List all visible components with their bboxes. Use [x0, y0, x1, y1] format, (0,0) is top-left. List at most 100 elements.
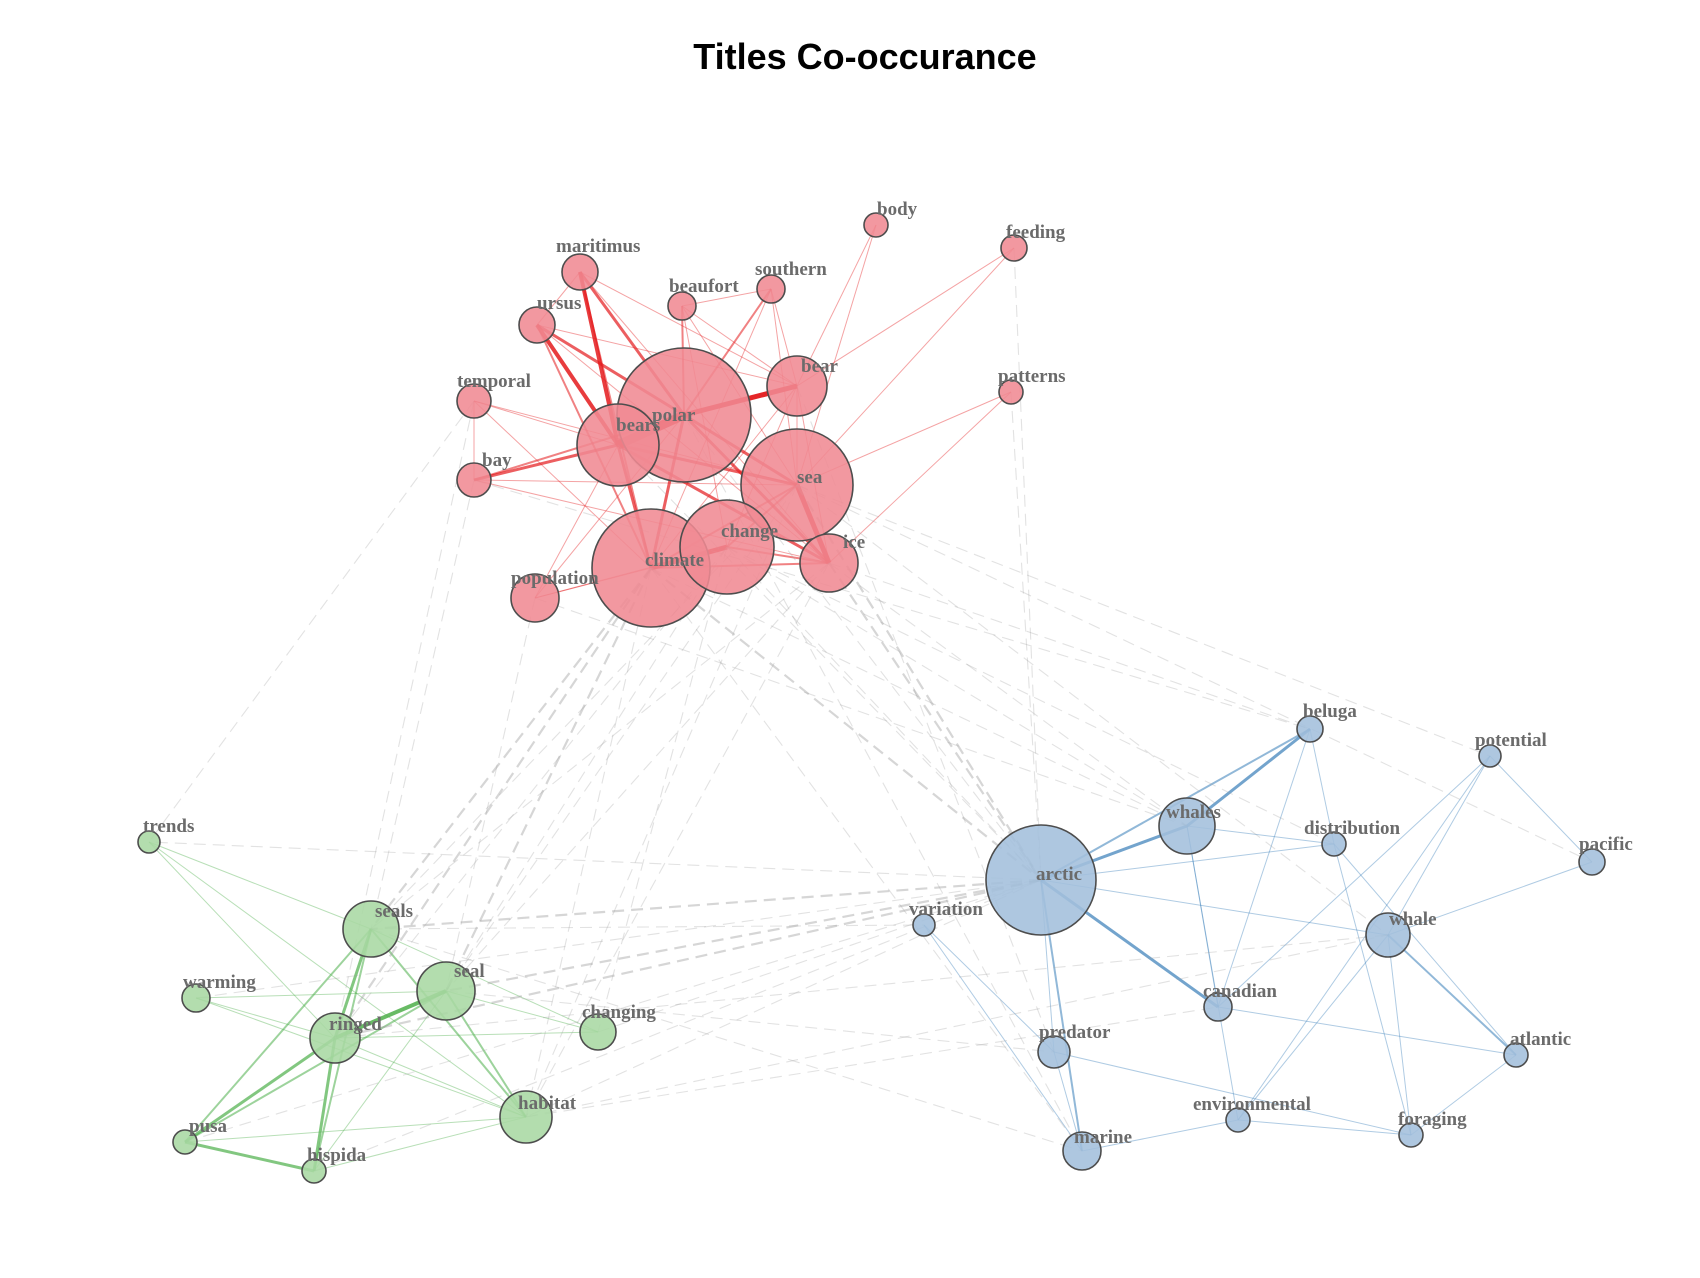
edge-seals-pusa — [184, 928, 372, 1143]
edge-bay-beluga — [473, 479, 1311, 730]
edge-habitat-canadian — [525, 1006, 1219, 1118]
edge-seals-changing — [370, 928, 599, 1033]
node-label-marine: marine — [1074, 1127, 1132, 1148]
edge-potential-pacific — [1489, 755, 1593, 863]
edge-ice-patterns — [828, 391, 1012, 564]
node-beluga — [1296, 715, 1324, 743]
edge-climate-arctic — [650, 567, 1042, 881]
node-bay — [456, 462, 492, 498]
edge-arctic-trends — [148, 841, 1042, 881]
edge-habitat-hispida — [313, 1116, 527, 1172]
edge-sea-potential — [796, 484, 1491, 757]
node-predator — [1037, 1035, 1071, 1069]
edge-potential-canadian — [1217, 755, 1491, 1008]
edge-arctic-seals — [370, 878, 1042, 931]
node-patterns — [998, 379, 1024, 405]
node-label-bears: bears — [616, 415, 660, 436]
edge-ringed-habitat — [334, 1037, 527, 1118]
node-label-atlantic: atlantic — [1510, 1029, 1571, 1050]
node-pusa — [172, 1129, 198, 1155]
edge-variation-predator — [923, 924, 1055, 1053]
edge-warming-habitat — [195, 997, 527, 1118]
node-label-whale: whale — [1389, 909, 1437, 930]
node-ringed — [309, 1012, 361, 1064]
node-label-bay: bay — [482, 450, 512, 471]
node-label-pusa: pusa — [189, 1116, 228, 1137]
node-label-patterns: patterns — [998, 366, 1066, 387]
node-label-variation: variation — [909, 899, 983, 920]
nodes-layer — [137, 212, 1606, 1184]
edge-ringed-pusa — [184, 1036, 336, 1144]
node-canadian — [1203, 992, 1233, 1022]
edge-change-seal — [445, 546, 728, 992]
node-hispida — [301, 1158, 327, 1184]
node-label-temporal: temporal — [457, 371, 531, 392]
node-trends — [137, 830, 161, 854]
edge-ringed-whale — [334, 934, 1389, 1039]
edge-trends-habitat — [148, 841, 527, 1118]
edge-warming-seal — [195, 990, 447, 999]
edge-southern-beaufort — [681, 288, 772, 307]
node-label-beaufort: beaufort — [669, 276, 739, 297]
node-potential — [1478, 744, 1502, 768]
node-label-seals: seals — [375, 901, 413, 922]
edge-marine-environmental — [1081, 1119, 1239, 1152]
edge-seal-predator — [445, 990, 1055, 1053]
node-label-ringed: ringed — [329, 1014, 382, 1035]
edge-change-arctic — [726, 546, 1042, 881]
node-seal — [416, 961, 476, 1021]
node-distribution — [1321, 831, 1347, 857]
node-southern — [756, 274, 786, 304]
edge-climate-whales — [650, 567, 1188, 827]
edge-climate-ringed — [334, 567, 652, 1039]
node-label-sea: sea — [797, 467, 823, 488]
node-label-hispida: hispida — [307, 1145, 367, 1166]
node-ice — [799, 533, 859, 593]
edge-arctic-seal — [445, 878, 1042, 993]
edge-ice-habitat — [525, 562, 830, 1118]
edge-population-seal — [445, 597, 536, 992]
edge-bay-seals — [370, 479, 475, 930]
node-foraging — [1398, 1122, 1424, 1148]
node-label-population: population — [511, 568, 599, 589]
node-seals — [342, 900, 400, 958]
edge-population-whales — [534, 597, 1188, 827]
node-atlantic — [1503, 1042, 1529, 1068]
node-bear — [766, 355, 828, 417]
node-label-seal: seal — [454, 961, 485, 982]
edge-predator-foraging — [1053, 1051, 1412, 1136]
node-marine — [1062, 1131, 1102, 1171]
edge-arctic-whale — [1040, 879, 1389, 936]
edge-whale-environmental — [1237, 934, 1389, 1121]
edge-trends-seals — [148, 841, 372, 930]
node-temporal — [456, 383, 492, 419]
edge-seal-pusa — [184, 990, 447, 1143]
edge-environmental-foraging — [1237, 1119, 1412, 1136]
edge-whale-pacific — [1387, 861, 1593, 936]
edge-change-distribution — [726, 546, 1335, 845]
node-label-southern: southern — [755, 259, 827, 280]
node-environmental — [1225, 1107, 1251, 1133]
edge-changing-ringed — [334, 1031, 599, 1039]
edge-canadian-atlantic — [1217, 1006, 1517, 1056]
node-ursus — [518, 306, 556, 344]
edge-arctic-ringed — [334, 878, 1042, 1040]
edge-sea-habitat — [525, 484, 798, 1118]
edge-change-ringed — [334, 546, 728, 1039]
edge-sea-pacific — [796, 484, 1593, 863]
edge-warming-arctic — [195, 879, 1042, 999]
node-habitat — [499, 1090, 553, 1144]
node-changing — [579, 1013, 617, 1051]
node-label-environmental: environmental — [1193, 1094, 1311, 1115]
node-label-feeding: feeding — [1006, 222, 1066, 243]
node-label-climate: climate — [645, 550, 704, 571]
node-label-ice: ice — [843, 532, 865, 553]
node-label-polar: polar — [652, 405, 696, 426]
edge-distribution-foraging — [1333, 843, 1412, 1136]
edge-variation-marine — [923, 924, 1083, 1152]
chart-title: Titles Co-occurance — [693, 36, 1037, 77]
edge-seals-variation — [370, 924, 925, 930]
edge-seals-marine — [370, 928, 1083, 1152]
edge-ice-whales — [828, 562, 1188, 827]
